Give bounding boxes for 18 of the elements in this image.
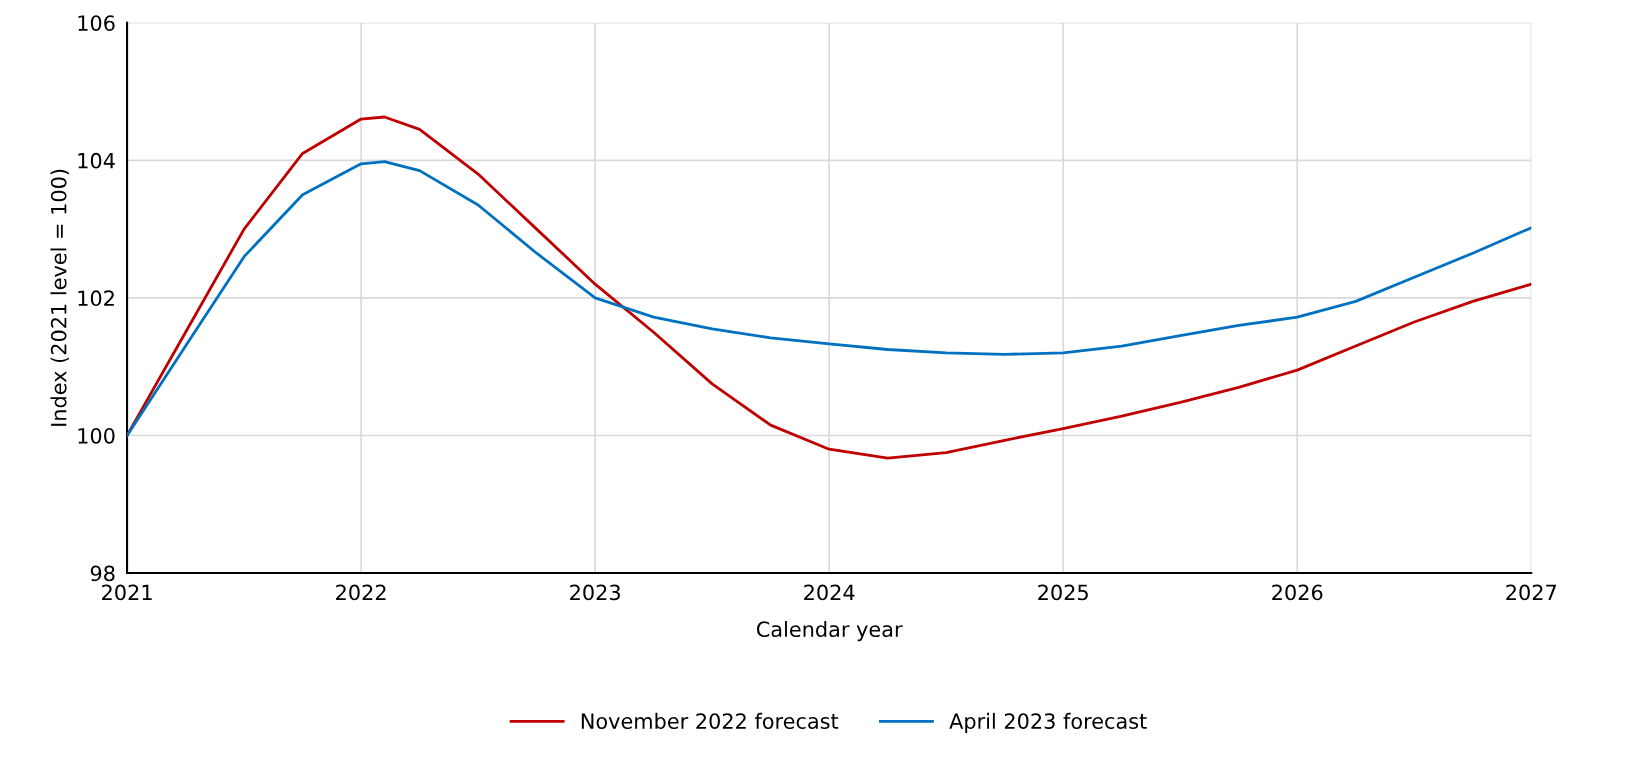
y-tick-label: 98 [90,565,115,582]
legend-label: November 2022 forecast [581,712,839,729]
x-tick-label: 2024 [804,584,855,601]
y-axis-title: Index (2021 level = 100) [50,169,70,426]
x-tick-label: 2027 [1506,584,1556,601]
legend-label: April 2023 forecast [949,712,1147,734]
x-tick-label: 2025 [1038,584,1088,601]
x-tick-label: 2021 [102,584,152,601]
x-tick-label: 2023 [570,584,620,601]
x-tick-label: 2022 [336,584,386,601]
y-tick-label: 106 [78,15,115,31]
y-tick-label: 102 [78,290,114,307]
x-axis-title: Calendar year [756,620,903,642]
x-tick-label: 2026 [1272,584,1323,601]
line-series [127,115,1532,460]
y-tick-label: 100 [78,427,115,444]
y-tick-label: 104 [78,152,115,169]
line-series [127,160,1532,437]
